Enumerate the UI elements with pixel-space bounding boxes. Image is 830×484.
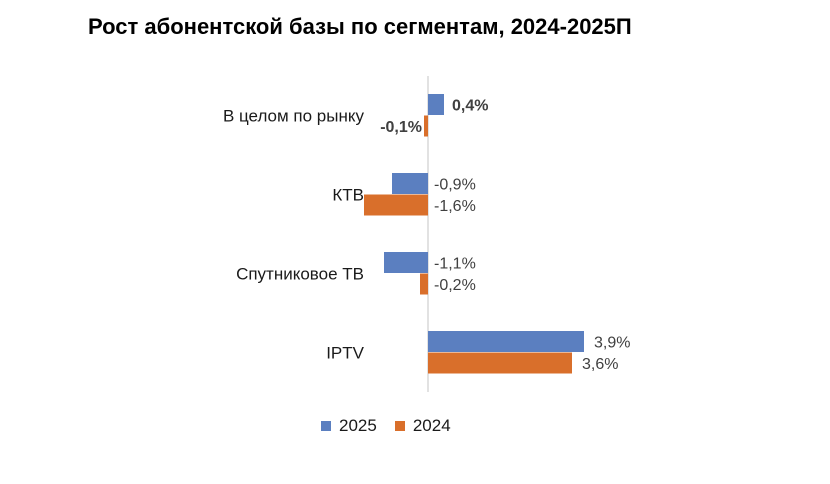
category-label-ktv: КТВ [332,186,364,205]
category-labels-group: В целом по рынку КТВ Спутниковое ТВ IPTV [223,107,365,363]
legend-item-2025: 2025 [321,416,377,436]
bar-2025-ktv [392,173,428,194]
bar-2024-satellite [420,273,428,295]
value-label-2024-ktv: -1,6% [434,198,476,215]
category-label-market: В целом по рынку [223,107,365,126]
category-label-iptv: IPTV [326,344,364,363]
legend-swatch-2025 [321,421,331,431]
chart-title: Рост абонентской базы по сегментам, 2024… [88,14,632,39]
value-labels-group: 0,4% -0,1% -0,9% -1,6% -1,1% -0,2% 3,9% 3,6% [380,98,630,374]
value-label-2025-market: 0,4% [452,98,488,115]
bar-2024-ktv [364,194,428,216]
bar-2025-iptv [428,331,584,352]
bars-group [364,94,584,374]
legend-label-2024: 2024 [412,416,451,435]
value-label-2024-market: -0,1% [380,119,422,136]
value-label-2025-ktv: -0,9% [434,177,476,194]
bar-2025-satellite [384,252,428,273]
value-label-2024-iptv: 3,6% [582,356,618,373]
value-label-2025-satellite: -1,1% [434,256,476,273]
bar-2024-iptv [428,352,572,374]
value-label-2025-iptv: 3,9% [594,335,630,352]
category-label-satellite: Спутниковое ТВ [236,265,364,284]
bar-2024-market [424,115,428,137]
bar-2025-market [428,94,444,115]
legend-swatch-2024 [394,421,405,431]
legend: 2025 2024 [321,416,451,436]
legend-item-2024: 2024 [394,416,451,436]
legend-label-2025: 2025 [339,416,377,435]
value-label-2024-satellite: -0,2% [434,277,476,294]
